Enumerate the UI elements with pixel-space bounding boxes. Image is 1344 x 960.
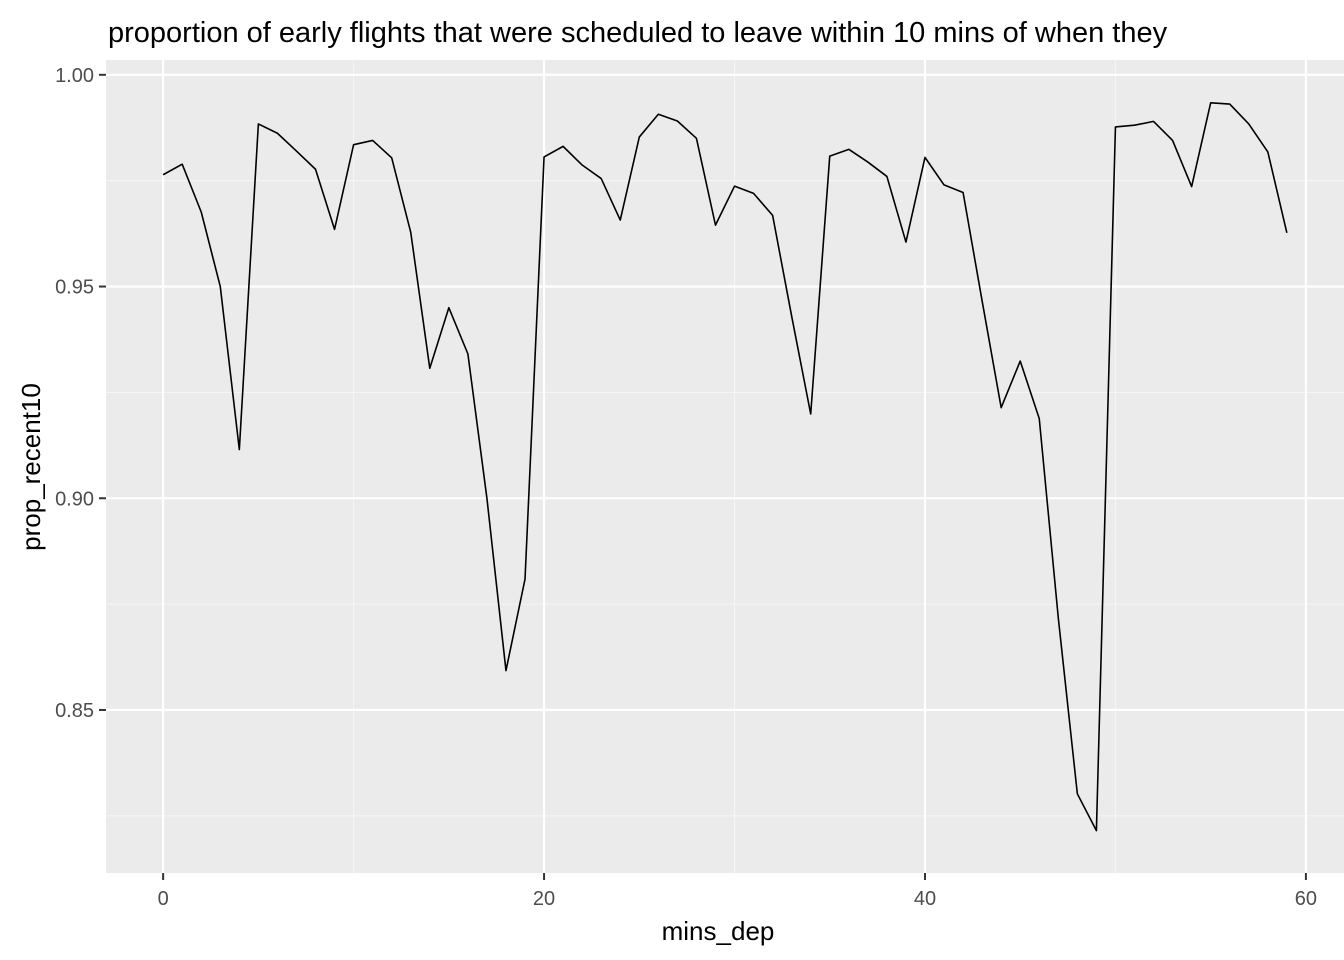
x-tick-label: 60 xyxy=(1295,888,1317,910)
x-axis: 0 20 40 60 xyxy=(158,873,1317,910)
y-tick-label: 0.85 xyxy=(55,700,94,722)
y-tick-label: 0.95 xyxy=(55,277,94,299)
y-tick-label: 1.00 xyxy=(55,65,94,87)
x-tick-label: 20 xyxy=(533,888,555,910)
series-layer xyxy=(162,101,1288,832)
major-gridlines xyxy=(106,60,1344,873)
x-axis-title: mins_dep xyxy=(662,916,775,946)
x-tick-label: 0 xyxy=(158,888,169,910)
chart-title: proportion of early flights that were sc… xyxy=(108,17,1168,49)
series-line xyxy=(162,101,1288,832)
x-tick-label: 40 xyxy=(914,888,936,910)
plot-panel xyxy=(106,60,1344,873)
y-tick-label: 0.90 xyxy=(55,488,94,510)
y-axis-title: prop_recent10 xyxy=(16,383,46,551)
y-axis: 0.85 0.90 0.95 1.00 xyxy=(55,65,106,722)
minor-gridlines xyxy=(106,60,1344,873)
